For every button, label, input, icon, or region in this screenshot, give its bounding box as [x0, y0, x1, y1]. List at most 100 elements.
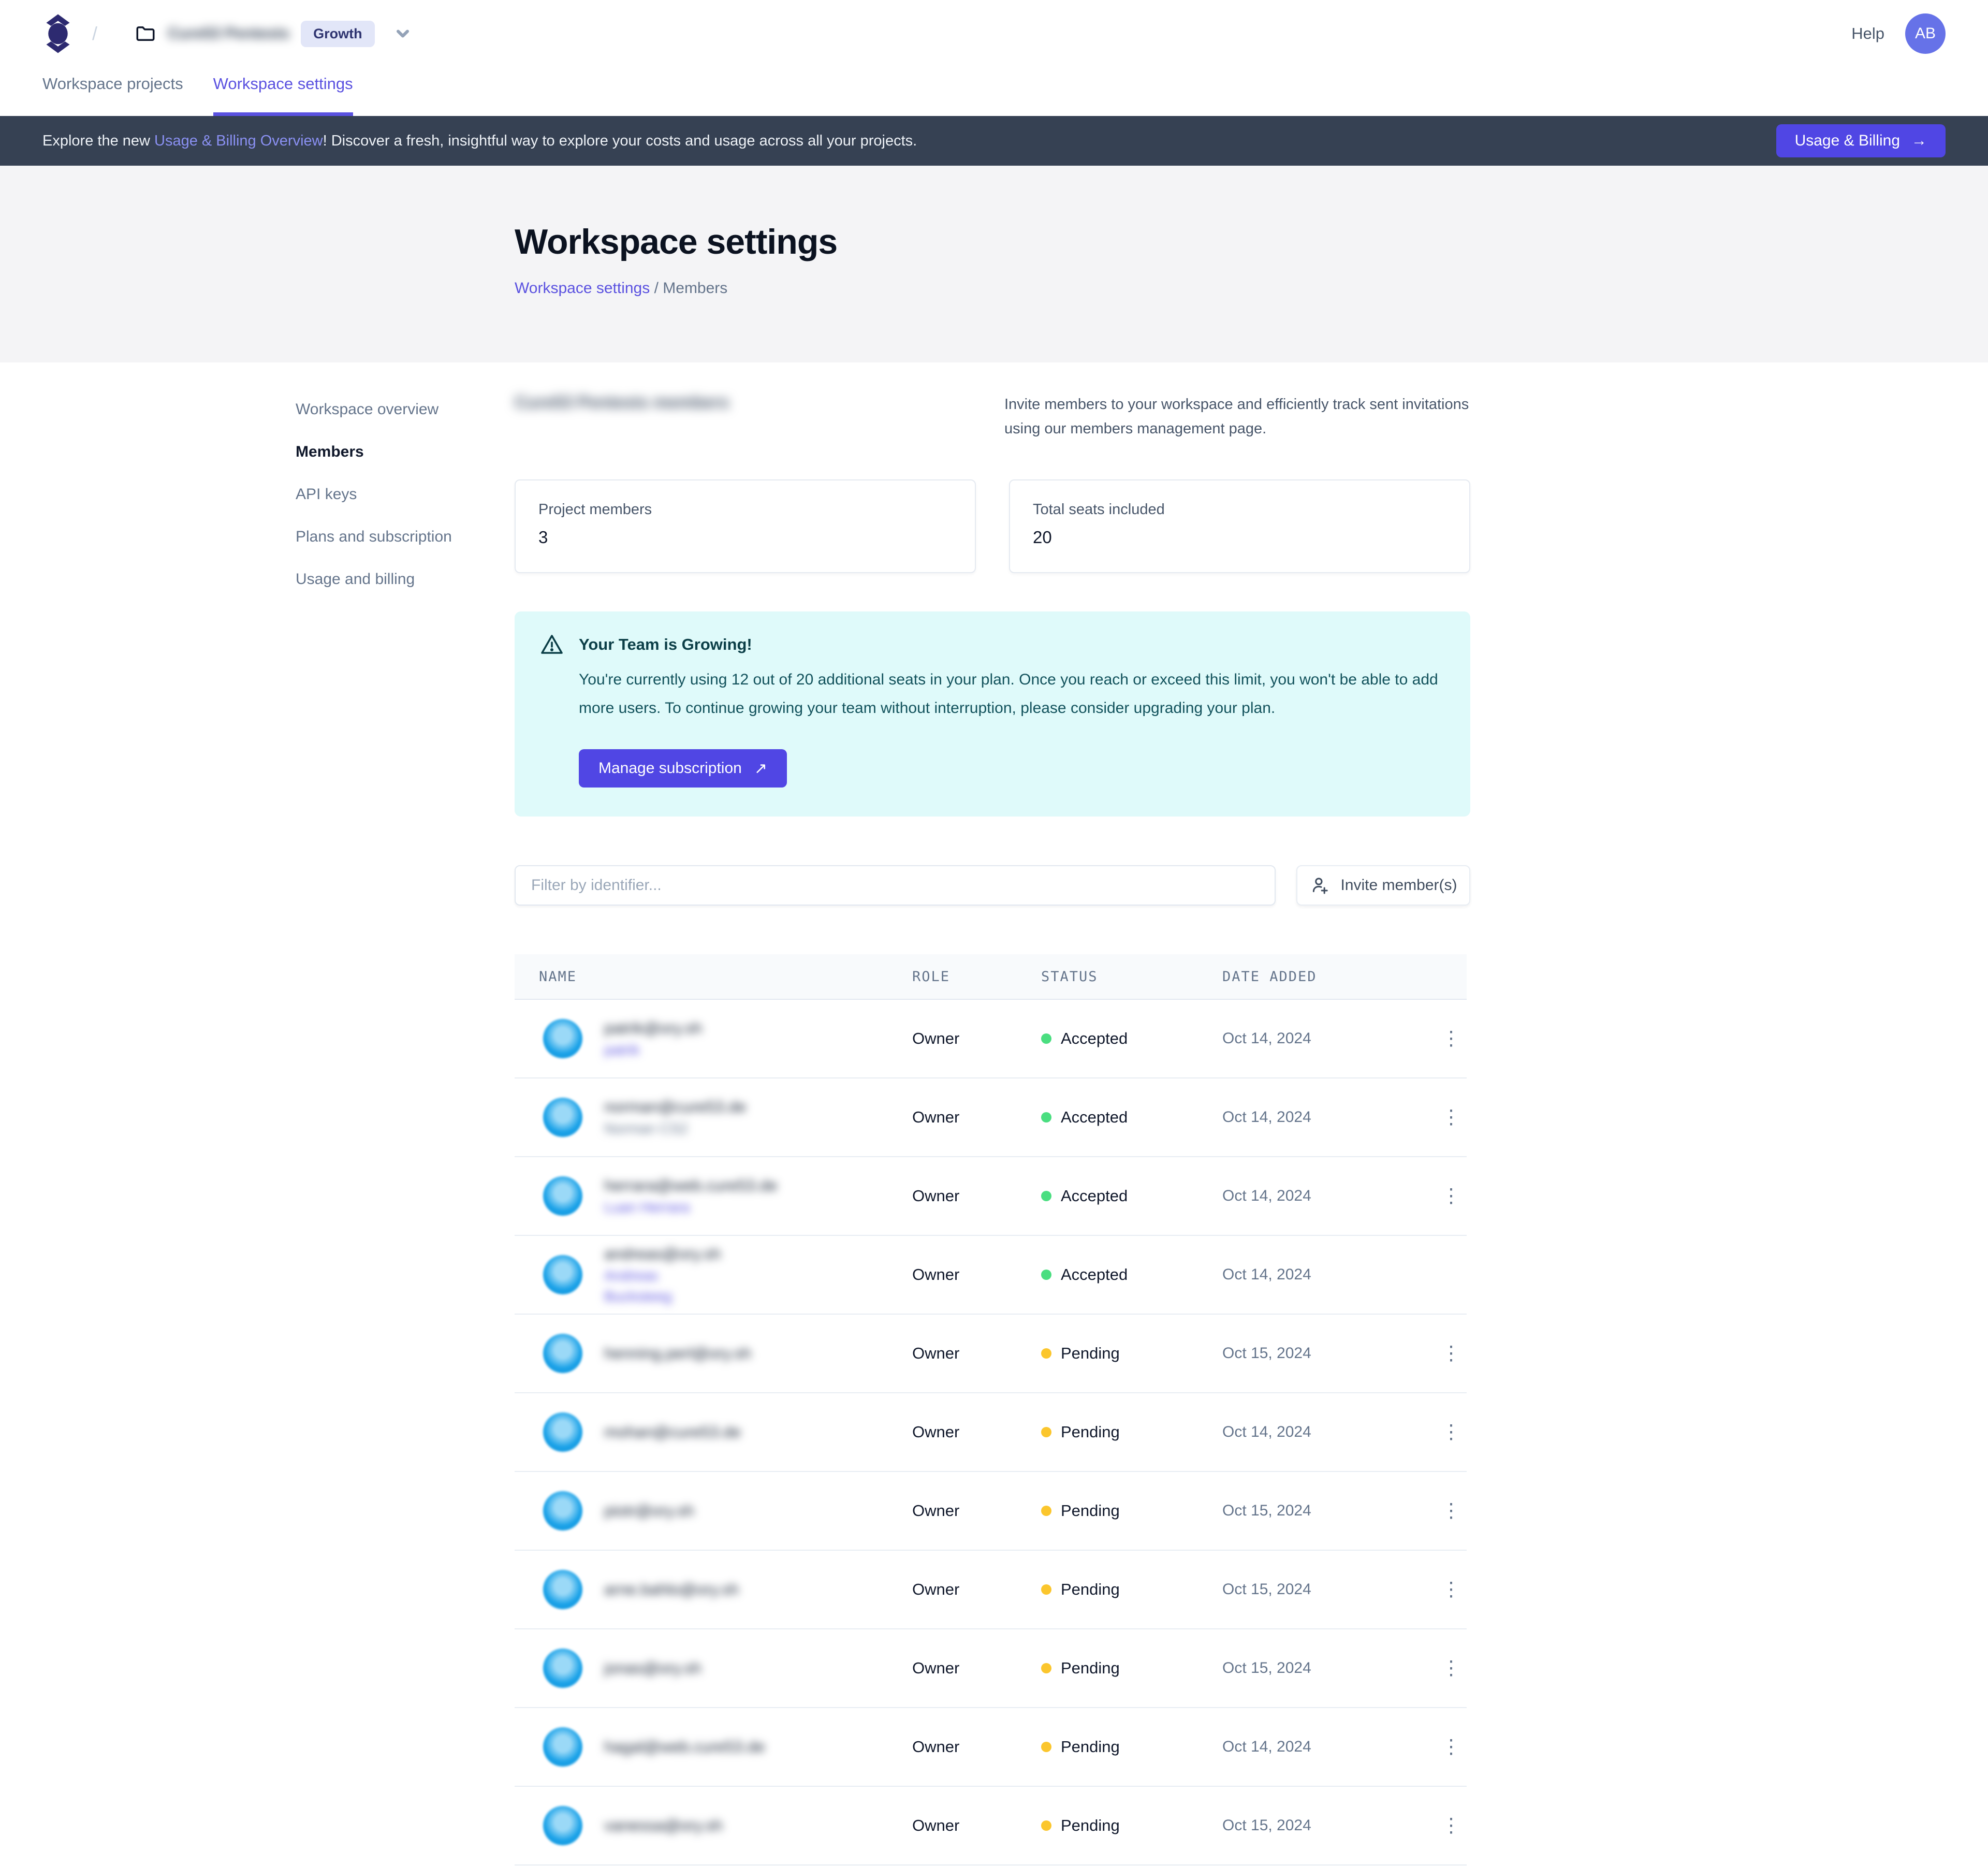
member-avatar [543, 1334, 582, 1373]
member-email: herrara@web.cure53.de [604, 1176, 778, 1194]
status-dot-icon [1041, 1506, 1051, 1516]
date-added: Oct 14, 2024 [1222, 1109, 1311, 1126]
team-growing-alert: Your Team is Growing! You're currently u… [515, 611, 1470, 817]
help-link[interactable]: Help [1851, 24, 1884, 42]
table-row: herrara@web.cure53.de Luan Herrara Owner Ac… [515, 1157, 1467, 1236]
sidebar-item-usage-and-billing[interactable]: Usage and billing [296, 571, 415, 588]
members-section-heading: Cure53 Pentests members [515, 392, 729, 412]
folder-icon [135, 23, 156, 45]
row-menu-icon[interactable]: ⋮ [1441, 1343, 1461, 1364]
date-added: Oct 14, 2024 [1222, 1187, 1311, 1204]
row-menu-icon[interactable]: ⋮ [1441, 1736, 1461, 1758]
manage-subscription-button[interactable]: Manage subscription ↗ [579, 749, 787, 788]
table-row: piotr@ory.sh Owner Pending Oct 15, 2024 ⋮ [515, 1472, 1467, 1551]
member-role: Owner [912, 1738, 960, 1756]
stat-value: 3 [538, 528, 548, 547]
banner-text: Explore the new Usage & Billing Overview… [42, 132, 917, 149]
status-dot-icon [1041, 1742, 1051, 1752]
plan-badge: Growth [301, 20, 375, 47]
invite-members-button[interactable]: Invite member(s) [1296, 865, 1470, 906]
tab-workspace-projects[interactable]: Workspace projects [42, 75, 183, 93]
workspace-breadcrumb[interactable]: Cure53 Pentests Growth [135, 20, 412, 47]
table-row: mohan@cure53.de Owner Pending Oct 14, 2024 ⋮ [515, 1393, 1467, 1472]
member-role: Owner [912, 1501, 960, 1520]
filter-input[interactable] [515, 865, 1276, 906]
row-menu-icon[interactable]: ⋮ [1441, 1815, 1461, 1836]
table-row: arne.bahlo@ory.sh Owner Pending Oct 15, 202… [515, 1551, 1467, 1629]
page-header: Workspace settings Workspace settings / … [0, 166, 1988, 362]
date-added: Oct 14, 2024 [1222, 1423, 1311, 1440]
row-menu-icon[interactable]: ⋮ [1441, 1106, 1461, 1128]
chevron-down-icon[interactable] [393, 24, 412, 43]
status-dot-icon [1041, 1663, 1051, 1673]
breadcrumb-workspace-settings-link[interactable]: Workspace settings [515, 280, 650, 297]
members-table: NAME ROLE STATUS DATE ADDED patrik@ory.sh pa… [515, 954, 1467, 1865]
row-menu-icon[interactable]: ⋮ [1441, 1579, 1461, 1600]
member-status: Pending [1041, 1580, 1222, 1599]
members-panel: Cure53 Pentests members Invite members t… [515, 362, 1470, 1865]
alert-title: Your Team is Growing! [579, 635, 752, 653]
member-name-link[interactable]: patrik [604, 1042, 640, 1058]
member-email: andreas@ory.sh [604, 1245, 721, 1263]
table-header: NAME ROLE STATUS DATE ADDED [515, 954, 1467, 1000]
company-logo[interactable] [42, 13, 74, 54]
row-menu-icon[interactable]: ⋮ [1441, 1500, 1461, 1522]
status-label: Pending [1061, 1423, 1120, 1441]
member-name-link[interactable]: Bucksteeg [604, 1288, 672, 1304]
member-avatar [543, 1255, 582, 1294]
column-header-date-added: DATE ADDED [1222, 968, 1317, 985]
date-added: Oct 14, 2024 [1222, 1266, 1311, 1283]
member-role: Owner [912, 1423, 960, 1441]
member-status: Pending [1041, 1816, 1222, 1835]
user-avatar[interactable]: AB [1905, 13, 1946, 54]
member-status: Pending [1041, 1344, 1222, 1363]
status-label: Pending [1061, 1816, 1120, 1834]
member-avatar [543, 1019, 582, 1058]
member-status: Accepted [1041, 1029, 1222, 1048]
member-email: hagal@web.cure53.de [604, 1738, 765, 1756]
table-row: henning.perl@ory.sh Owner Pending Oct 15, 2… [515, 1315, 1467, 1393]
member-name-link[interactable]: Andreas [604, 1267, 659, 1284]
column-header-name: NAME [539, 968, 577, 985]
table-row: vanessa@ory.sh Owner Pending Oct 15, 2024 ⋮ [515, 1787, 1467, 1865]
member-role: Owner [912, 1580, 960, 1598]
date-added: Oct 15, 2024 [1222, 1345, 1311, 1362]
table-row: norman@cure53.de Norman CS2 Owner Accepted O… [515, 1078, 1467, 1157]
member-email: arne.bahlo@ory.sh [604, 1580, 739, 1598]
member-name-link[interactable]: Luan Herrara [604, 1199, 690, 1215]
stat-card-total-seats-included: Total seats included 20 [1009, 479, 1470, 573]
tab-workspace-settings[interactable]: Workspace settings [213, 67, 353, 116]
status-label: Pending [1061, 1344, 1120, 1362]
date-added: Oct 15, 2024 [1222, 1581, 1311, 1598]
usage-billing-button[interactable]: Usage & Billing → [1776, 124, 1946, 157]
member-avatar [543, 1176, 582, 1216]
status-label: Pending [1061, 1501, 1120, 1520]
member-role: Owner [912, 1659, 960, 1677]
status-dot-icon [1041, 1191, 1051, 1201]
sidebar-item-members[interactable]: Members [296, 443, 364, 460]
member-email: piotr@ory.sh [604, 1501, 694, 1520]
member-avatar [543, 1098, 582, 1137]
table-row: jonas@ory.sh Owner Pending Oct 15, 2024 ⋮ [515, 1629, 1467, 1708]
row-menu-icon[interactable]: ⋮ [1441, 1028, 1461, 1049]
row-menu-icon[interactable]: ⋮ [1441, 1421, 1461, 1443]
invite-member-icon [1309, 875, 1330, 896]
sidebar-item-api-keys[interactable]: API keys [296, 486, 357, 503]
sidebar-item-plans-and-subscription[interactable]: Plans and subscription [296, 528, 452, 545]
breadcrumb: Workspace settings / Members [515, 280, 728, 297]
row-menu-icon[interactable]: ⋮ [1441, 1657, 1461, 1679]
status-dot-icon [1041, 1348, 1051, 1359]
status-label: Pending [1061, 1659, 1120, 1677]
row-menu-icon[interactable]: ⋮ [1441, 1185, 1461, 1207]
status-label: Accepted [1061, 1029, 1128, 1047]
arrow-right-icon: → [1911, 132, 1927, 149]
usage-billing-overview-link[interactable]: Usage & Billing Overview [154, 132, 323, 149]
member-stats: Project members 3 Total seats included 20 [515, 479, 1470, 573]
member-email: patrik@ory.sh [604, 1019, 703, 1037]
member-email: vanessa@ory.sh [604, 1816, 723, 1834]
settings-sidebar: Workspace overview Members API keys Plans a… [296, 392, 492, 605]
status-dot-icon [1041, 1427, 1051, 1437]
sidebar-item-workspace-overview[interactable]: Workspace overview [296, 401, 439, 418]
member-avatar [543, 1806, 582, 1845]
table-row: andreas@ory.sh Andreas Bucksteeg Owner Accep… [515, 1236, 1467, 1315]
